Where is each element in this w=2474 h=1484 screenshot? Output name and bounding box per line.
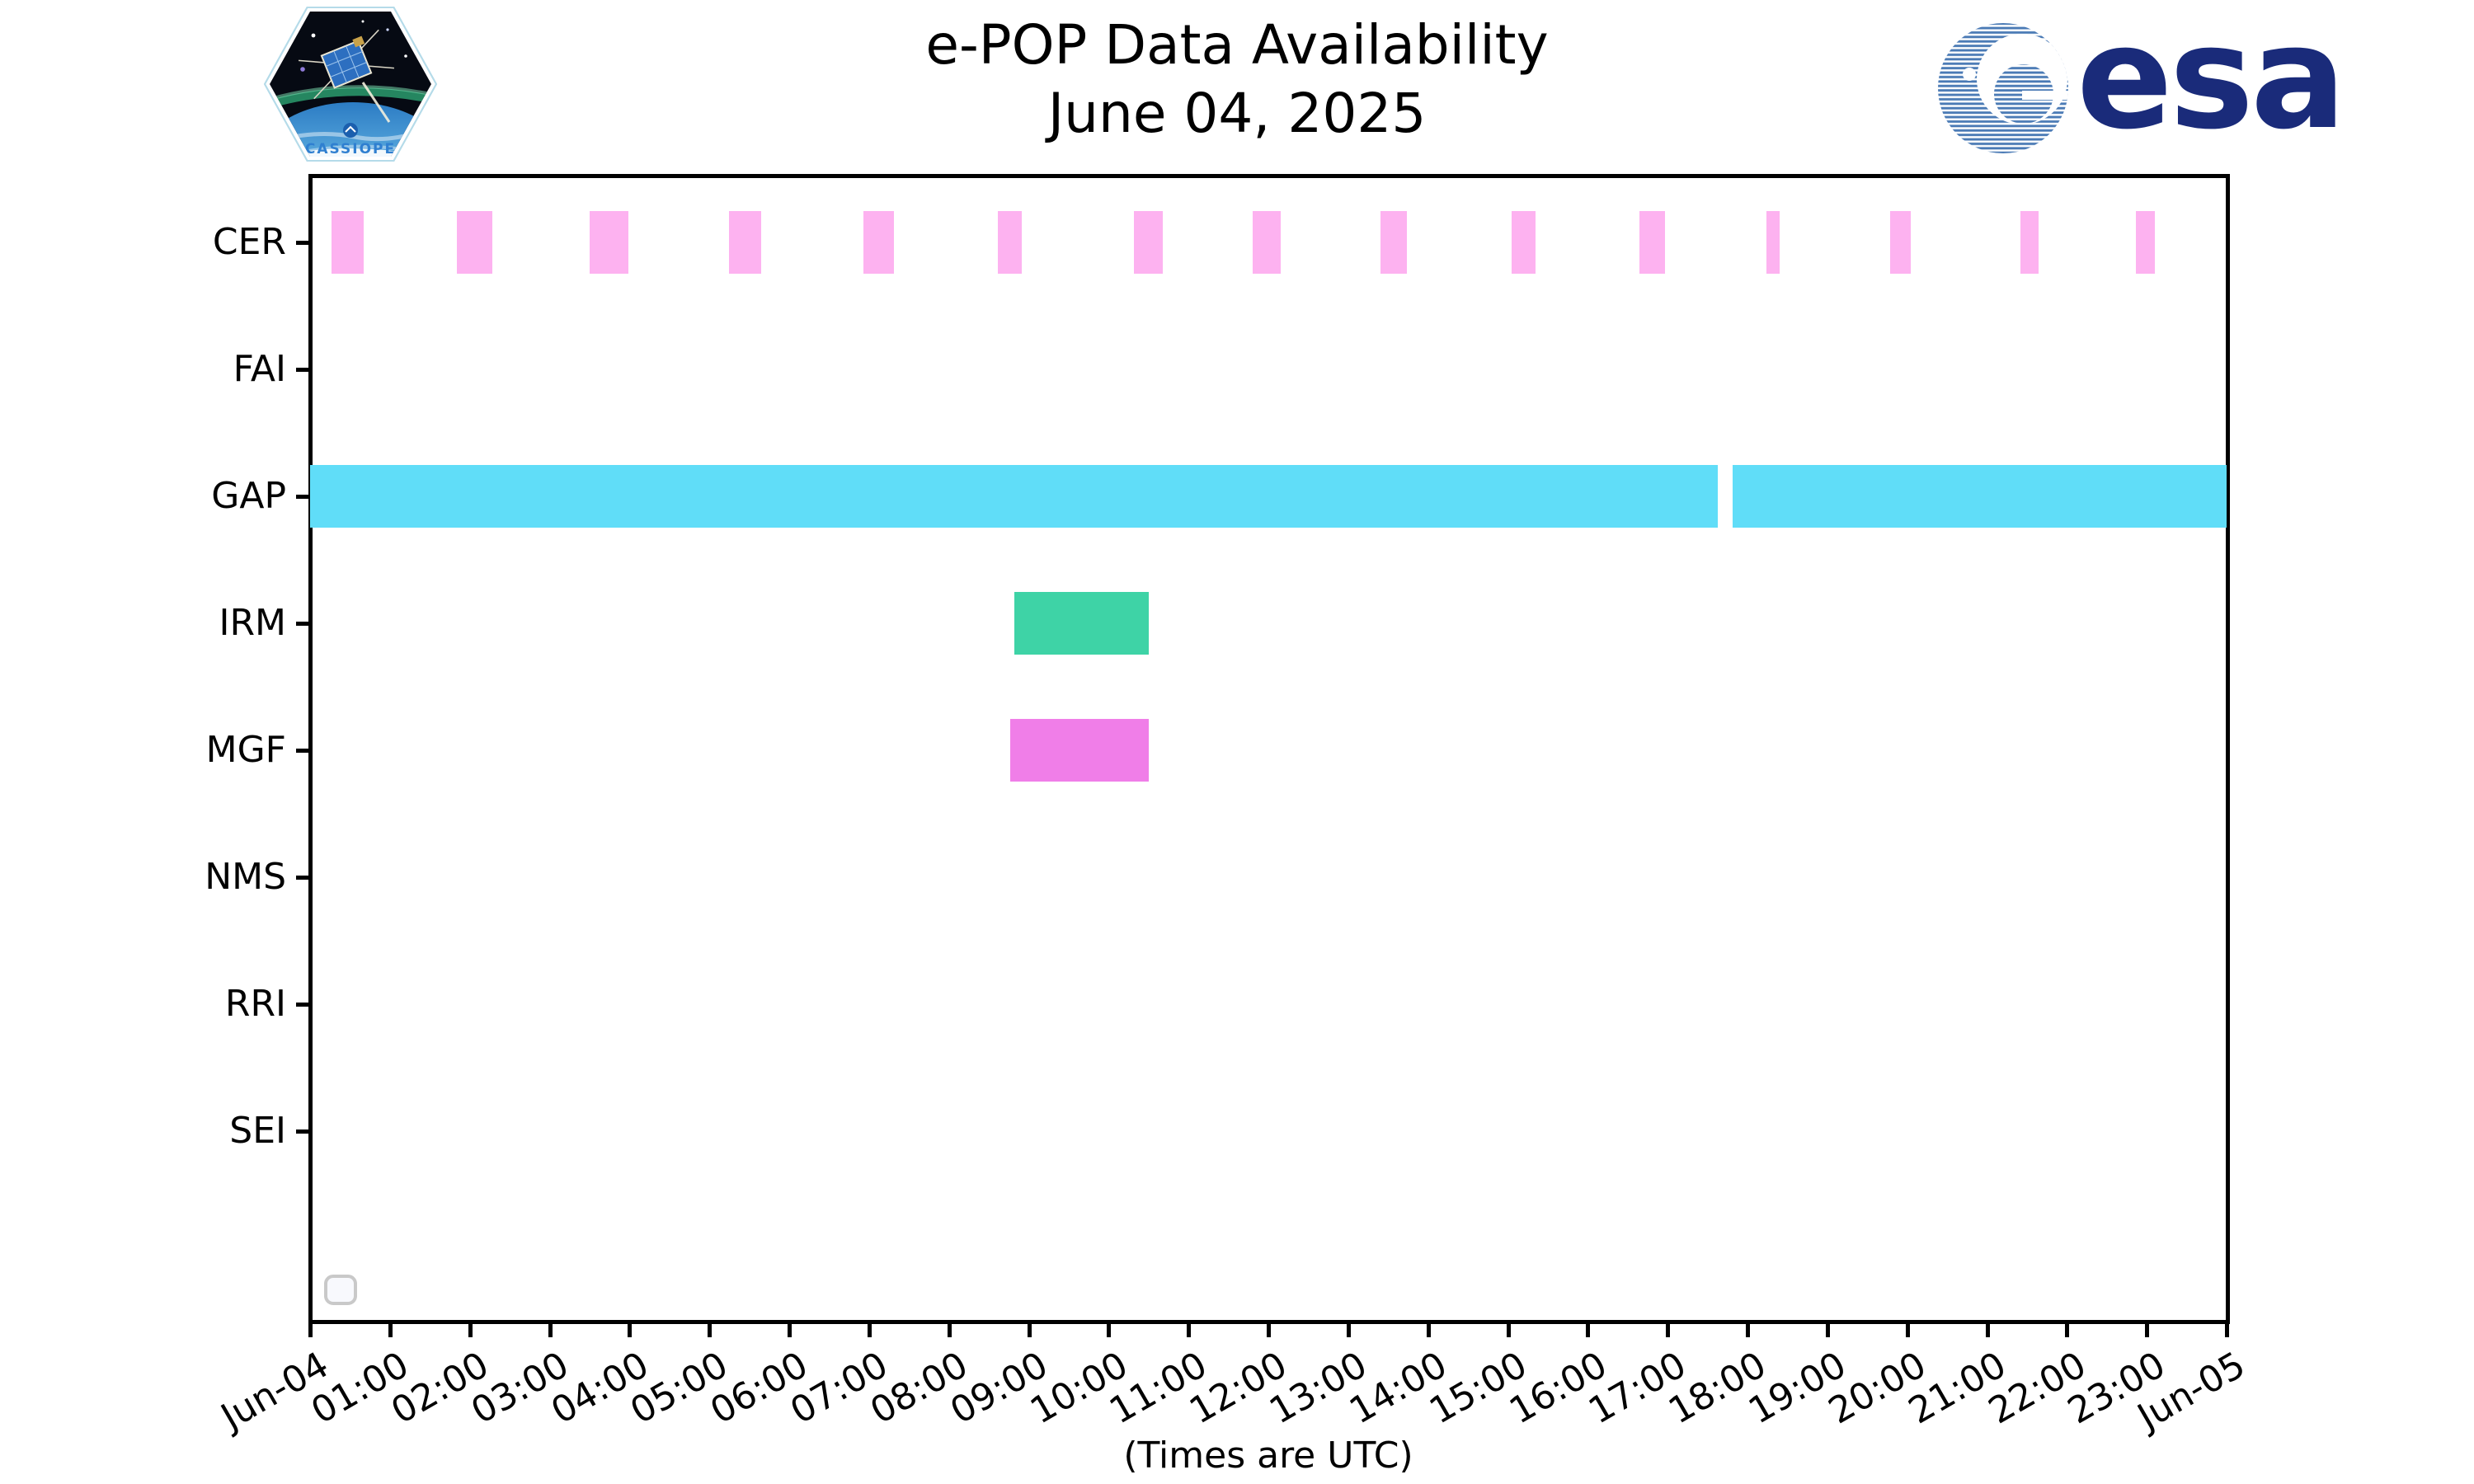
- row-label-gap: GAP: [211, 475, 286, 517]
- x-tick: [308, 1322, 313, 1337]
- row-label-rri: RRI: [224, 983, 286, 1025]
- x-tick-label: 11:00: [1103, 1344, 1215, 1433]
- x-tick-label: 05:00: [623, 1344, 736, 1433]
- patch-radar-beam: [361, 82, 391, 123]
- x-tick-label: 01:00: [304, 1344, 416, 1433]
- availability-bar-cer: [1252, 211, 1281, 274]
- x-tick: [867, 1322, 872, 1337]
- x-tick-label: 20:00: [1821, 1344, 1934, 1433]
- availability-bar-cer: [2020, 211, 2039, 274]
- plot-left-spine: [308, 174, 313, 1324]
- x-tick: [1825, 1322, 1830, 1337]
- x-tick: [947, 1322, 952, 1337]
- empty-legend-box: [324, 1275, 357, 1305]
- availability-bar-cer: [729, 211, 762, 274]
- x-tick-label: 09:00: [943, 1344, 1055, 1433]
- x-tick-label: 22:00: [1981, 1344, 2093, 1433]
- availability-bar-cer: [2136, 211, 2155, 274]
- x-tick: [2145, 1322, 2150, 1337]
- x-tick-label: Jun-04: [214, 1344, 336, 1439]
- x-tick: [1346, 1322, 1351, 1337]
- x-tick: [468, 1322, 473, 1337]
- x-tick-label: 04:00: [543, 1344, 656, 1433]
- esa-logo: esa: [1936, 0, 2346, 158]
- availability-bar-cer: [1512, 211, 1536, 274]
- availability-bar-gap: [310, 465, 1719, 528]
- x-tick-label: 15:00: [1422, 1344, 1534, 1433]
- x-tick: [2065, 1322, 2070, 1337]
- availability-bar-cer: [1889, 211, 1912, 274]
- row-label-cer: CER: [212, 221, 286, 263]
- x-tick: [1905, 1322, 1910, 1337]
- x-tick-label: 07:00: [783, 1344, 896, 1433]
- x-tick-label: Jun-05: [2131, 1344, 2253, 1439]
- x-tick-label: 12:00: [1183, 1344, 1295, 1433]
- patch-satellite: [298, 29, 395, 100]
- x-tick: [1586, 1322, 1591, 1337]
- chart-title: e-POP Data Availability: [925, 13, 1549, 77]
- patch-cassiope-label: CASSIOPE: [305, 141, 396, 157]
- x-tick-label: 17:00: [1582, 1344, 1694, 1433]
- x-tick-label: 21:00: [1901, 1344, 2013, 1433]
- availability-bar-cer: [1380, 211, 1407, 274]
- row-label-mgf: MGF: [205, 729, 286, 771]
- availability-bar-cer: [998, 211, 1023, 274]
- x-tick-label: 14:00: [1342, 1344, 1455, 1433]
- x-tick: [548, 1322, 553, 1337]
- x-tick-label: 23:00: [2061, 1344, 2173, 1433]
- x-tick-label: 18:00: [1662, 1344, 1774, 1433]
- x-tick: [2225, 1322, 2229, 1337]
- row-label-nms: NMS: [205, 856, 286, 898]
- x-tick: [1267, 1322, 1271, 1337]
- esa-globe-icon: [1938, 23, 2068, 153]
- availability-bar-cer: [1766, 211, 1780, 274]
- esa-wordmark: esa: [2077, 0, 2346, 161]
- x-axis-caption: (Times are UTC): [1123, 1435, 1413, 1477]
- x-tick-label: 08:00: [863, 1344, 976, 1433]
- availability-bar-irm: [1014, 592, 1149, 655]
- availability-bar-cer: [331, 211, 364, 274]
- x-tick: [1107, 1322, 1112, 1337]
- x-tick: [388, 1322, 393, 1337]
- availability-bar-gap: [1733, 465, 2227, 528]
- x-tick: [628, 1322, 633, 1337]
- availability-bar-cer: [456, 211, 493, 274]
- x-tick: [788, 1322, 792, 1337]
- availability-bar-cer: [863, 211, 895, 274]
- x-tick-label: 03:00: [463, 1344, 576, 1433]
- plot-right-spine: [2226, 174, 2230, 1324]
- x-tick: [1985, 1322, 1990, 1337]
- chart-date-subtitle: June 04, 2025: [1047, 81, 1427, 145]
- x-tick-label: 16:00: [1502, 1344, 1614, 1433]
- availability-bar-cer: [1639, 211, 1665, 274]
- availability-bar-cer: [1133, 211, 1164, 274]
- x-tick: [1027, 1322, 1032, 1337]
- x-tick-label: 06:00: [703, 1344, 816, 1433]
- availability-bar-mgf: [1009, 719, 1149, 782]
- plot-top-spine: [308, 174, 2230, 178]
- x-tick: [1506, 1322, 1511, 1337]
- x-tick-label: 02:00: [383, 1344, 496, 1433]
- patch-csa-roundel: [343, 123, 358, 138]
- availability-bar-cer: [589, 211, 628, 274]
- x-tick: [1426, 1322, 1431, 1337]
- x-tick: [1666, 1322, 1671, 1337]
- cassiope-mission-patch: CASSIOPE: [264, 7, 437, 162]
- x-tick: [708, 1322, 713, 1337]
- x-tick-label: 19:00: [1742, 1344, 1854, 1433]
- row-label-irm: IRM: [219, 602, 286, 644]
- x-tick-label: 13:00: [1263, 1344, 1375, 1433]
- patch-aurora: [270, 87, 431, 108]
- plot-bottom-spine: [308, 1320, 2230, 1324]
- x-tick: [1746, 1322, 1750, 1337]
- row-label-sei: SEI: [229, 1110, 286, 1152]
- x-tick-label: 10:00: [1023, 1344, 1135, 1433]
- chart-title-block: e-POP Data Availability June 04, 2025: [0, 12, 2474, 148]
- x-tick: [1187, 1322, 1192, 1337]
- row-label-fai: FAI: [233, 348, 286, 390]
